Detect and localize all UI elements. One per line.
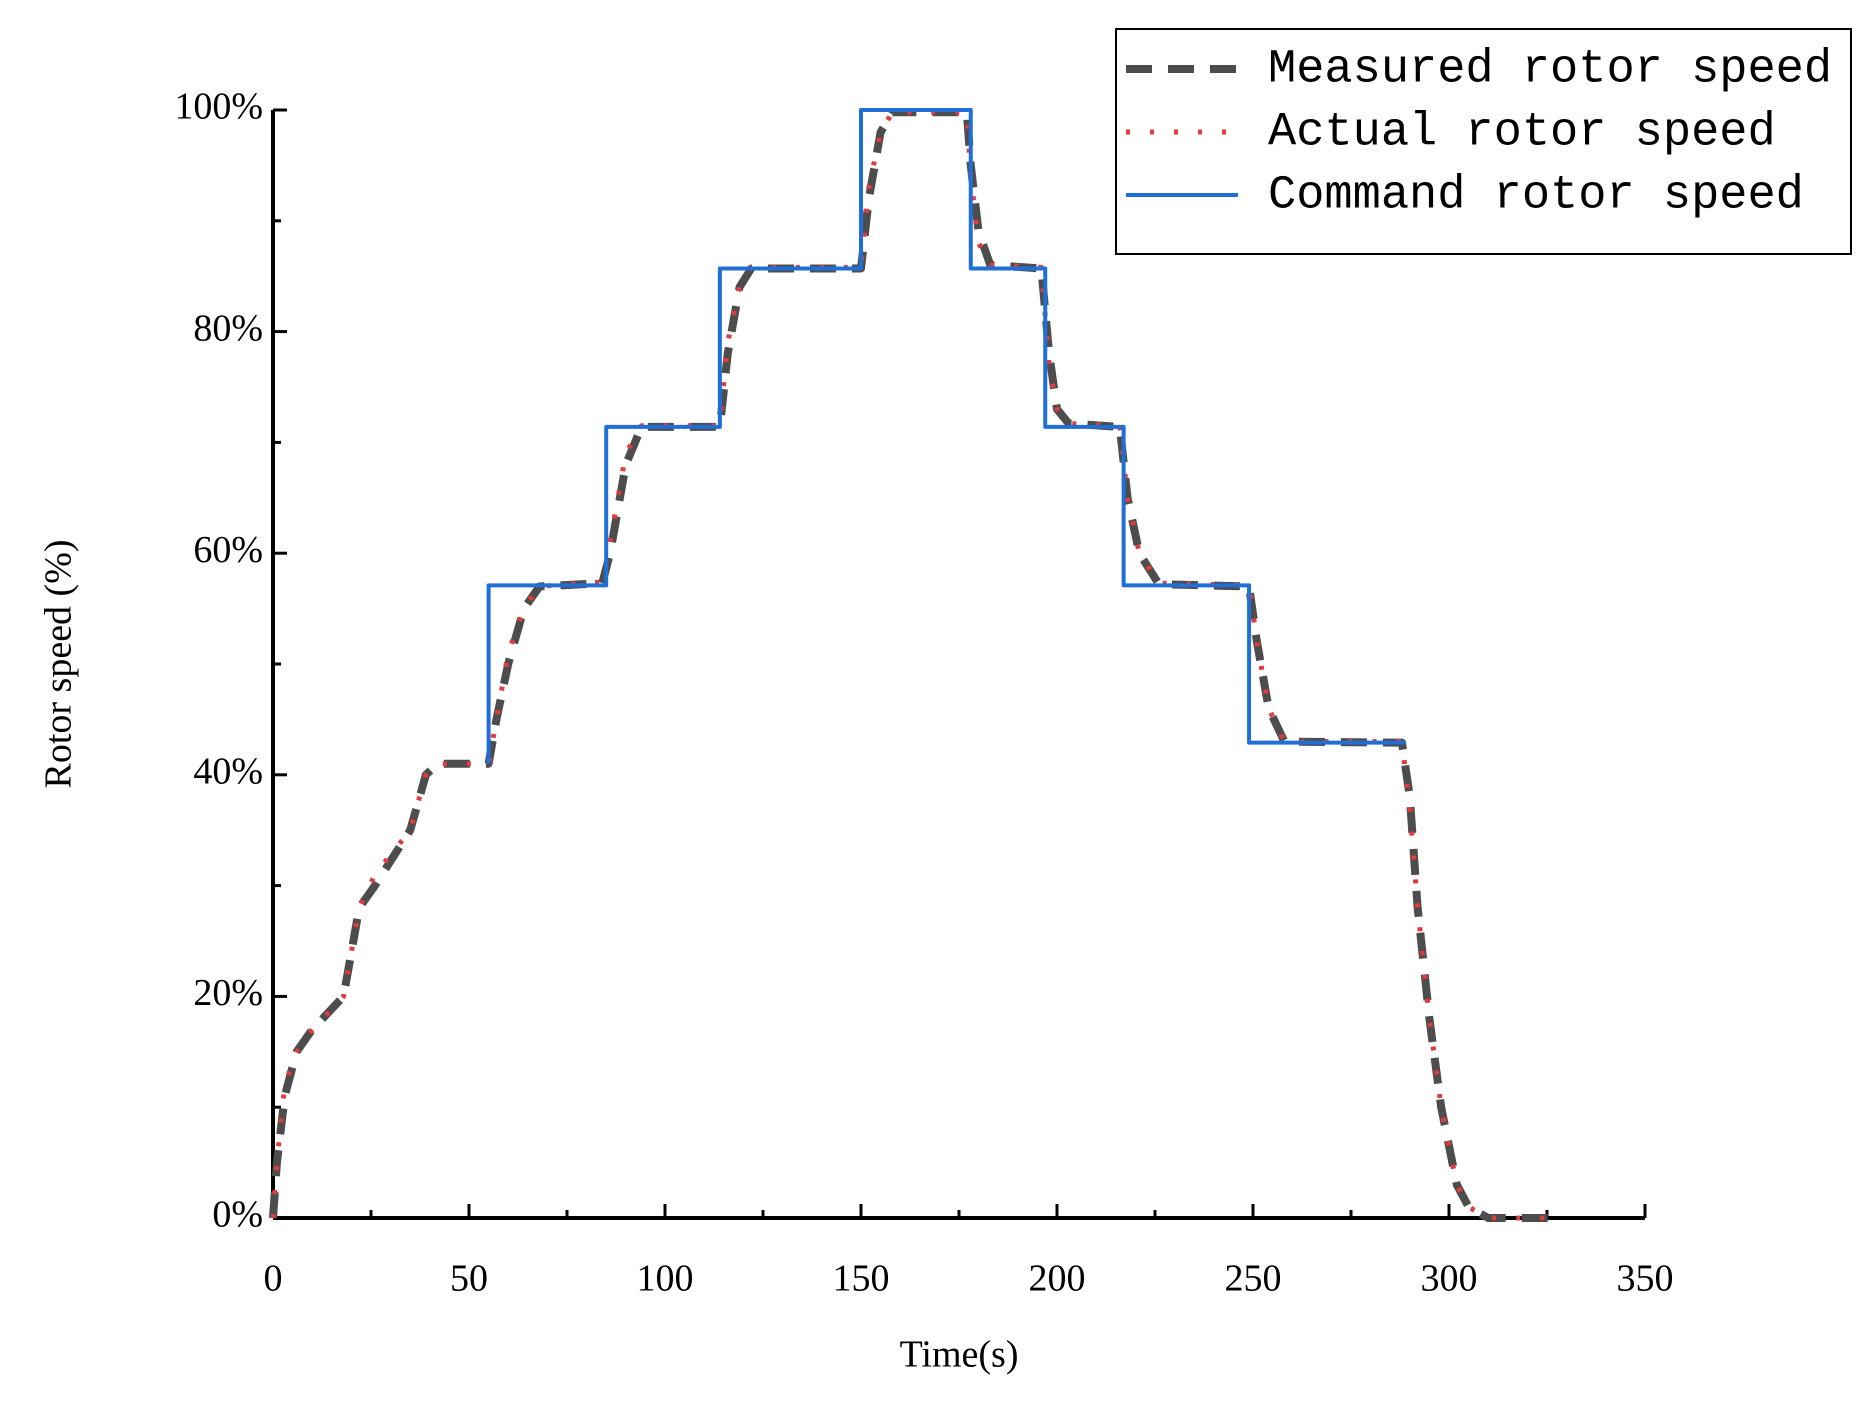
x-tick-label: 100: [637, 1258, 694, 1300]
y-tick-label: 40%: [193, 751, 263, 793]
legend-label: Command rotor speed: [1268, 169, 1804, 222]
x-tick-label: 250: [1225, 1258, 1282, 1300]
y-axis-label: Rotor speed (%): [38, 539, 80, 788]
x-axis-label: Time(s): [900, 1334, 1019, 1376]
series-line: [270, 109, 1559, 1221]
x-tick-label: 300: [1421, 1258, 1478, 1300]
x-tick-label: 150: [833, 1258, 890, 1300]
x-tick-label: 200: [1029, 1258, 1086, 1300]
legend-label: Measured rotor speed: [1268, 43, 1832, 96]
x-tick-label: 0: [264, 1258, 283, 1300]
y-tick-label: 20%: [193, 972, 263, 1014]
legend-label: Actual rotor speed: [1268, 106, 1776, 159]
y-tick-label: 60%: [193, 529, 263, 571]
x-tick-label: 350: [1617, 1258, 1674, 1300]
y-tick-label: 0%: [212, 1194, 263, 1236]
series-line: [486, 108, 1406, 764]
x-tick-label: 50: [450, 1258, 488, 1300]
series-line: [269, 108, 1559, 1222]
legend-box: [1115, 28, 1852, 255]
y-tick-label: 80%: [193, 307, 263, 349]
y-tick-label: 100%: [174, 86, 263, 128]
